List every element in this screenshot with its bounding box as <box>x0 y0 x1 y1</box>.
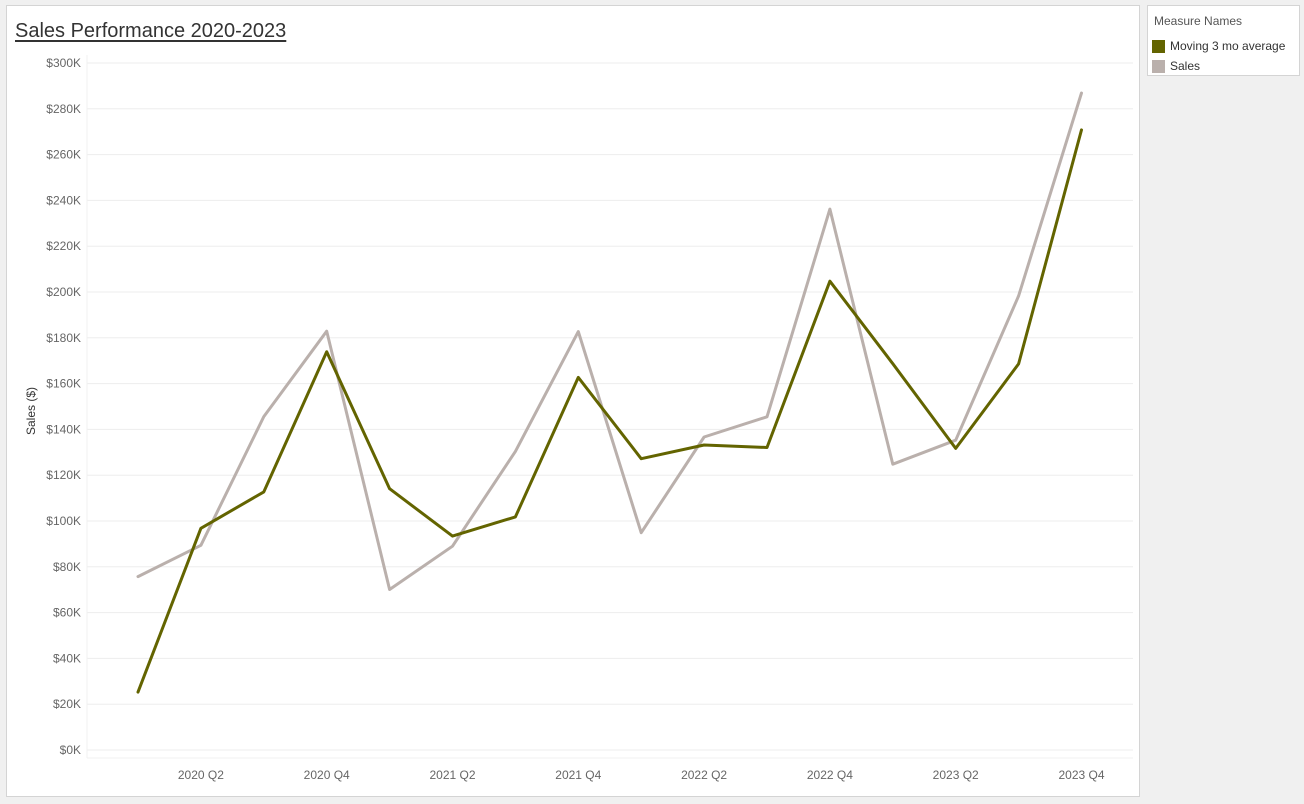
data-point-moving-3-mo-average[interactable] <box>1077 125 1087 135</box>
data-point-moving-3-mo-average[interactable] <box>510 512 520 522</box>
y-tick-label: $280K <box>46 102 81 116</box>
data-point-sales[interactable] <box>762 412 772 422</box>
data-point-sales[interactable] <box>573 327 583 337</box>
legend-item-sales[interactable]: Sales <box>1152 58 1298 76</box>
data-point-sales[interactable] <box>636 528 646 538</box>
data-point-moving-3-mo-average[interactable] <box>448 531 458 541</box>
legend-title: Measure Names <box>1154 14 1243 28</box>
data-point-moving-3-mo-average[interactable] <box>259 487 269 497</box>
legend-swatch-sales <box>1152 60 1165 73</box>
data-point-moving-3-mo-average[interactable] <box>573 372 583 382</box>
series-line-sales[interactable] <box>136 91 1083 591</box>
legend-swatch-moving-average <box>1152 40 1165 53</box>
y-tick-label: $220K <box>46 239 81 253</box>
data-point-sales[interactable] <box>259 412 269 422</box>
data-point-moving-3-mo-average[interactable] <box>699 440 709 450</box>
y-tick-label: $160K <box>46 377 81 391</box>
data-point-sales[interactable] <box>510 446 520 456</box>
data-point-moving-3-mo-average[interactable] <box>636 454 646 464</box>
legend-label-moving-average: Moving 3 mo average <box>1170 39 1286 53</box>
data-point-moving-3-mo-average[interactable] <box>1014 359 1024 369</box>
chart-title[interactable]: Sales Performance 2020-2023 <box>15 20 287 42</box>
legend: Measure Names Moving 3 mo average Sales <box>1147 5 1300 76</box>
y-tick-label: $80K <box>53 560 81 574</box>
gridlines <box>87 62 1133 751</box>
y-tick-label: $180K <box>46 331 81 345</box>
legend-label-sales: Sales <box>1170 59 1201 73</box>
data-point-moving-3-mo-average[interactable] <box>322 347 332 357</box>
data-point-moving-3-mo-average[interactable] <box>951 443 961 453</box>
y-tick-label: $260K <box>46 148 81 162</box>
y-tick-label: $40K <box>53 651 81 665</box>
data-point-moving-3-mo-average[interactable] <box>825 276 835 286</box>
data-point-moving-3-mo-average[interactable] <box>196 523 206 533</box>
x-tick-label: 2020 Q2 <box>178 768 224 782</box>
line-chart: Sales ($) $0K $20K $40K $60K $80K $100K $120K $… <box>24 55 1133 782</box>
x-tick-label: 2023 Q2 <box>933 768 979 782</box>
data-point-sales[interactable] <box>322 326 332 336</box>
axes: Sales ($) $0K $20K $40K $60K $80K $100K $120K $… <box>24 55 1133 782</box>
data-point-moving-3-mo-average[interactable] <box>888 359 898 369</box>
chart-panel: Sales Performance 2020-2023 Sales ($) $0… <box>6 5 1140 797</box>
data-point-sales[interactable] <box>448 541 458 551</box>
legend-item-moving-average[interactable]: Moving 3 mo average <box>1152 38 1298 56</box>
y-tick-label: $120K <box>46 468 81 482</box>
x-tick-label: 2021 Q2 <box>429 768 475 782</box>
data-point-moving-3-mo-average[interactable] <box>385 484 395 494</box>
x-tick-label: 2022 Q2 <box>681 768 727 782</box>
data-point-sales[interactable] <box>825 204 835 214</box>
data-point-moving-3-mo-average[interactable] <box>133 687 143 697</box>
data-point-sales[interactable] <box>196 540 206 550</box>
data-point-sales[interactable] <box>1014 291 1024 301</box>
y-tick-label: $240K <box>46 193 81 207</box>
x-tick-label: 2020 Q4 <box>304 768 350 782</box>
data-point-moving-3-mo-average[interactable] <box>762 442 772 452</box>
series-lines[interactable] <box>133 88 1087 697</box>
data-point-sales[interactable] <box>1077 88 1087 98</box>
y-tick-label: $300K <box>46 56 81 70</box>
x-tick-label: 2021 Q4 <box>555 768 601 782</box>
x-tick-label: 2022 Q4 <box>807 768 853 782</box>
y-tick-label: $20K <box>53 697 81 711</box>
data-point-sales[interactable] <box>385 584 395 594</box>
y-tick-label: $0K <box>60 743 81 757</box>
y-axis-label: Sales ($) <box>24 387 38 435</box>
y-tick-label: $60K <box>53 606 81 620</box>
y-tick-label: $100K <box>46 514 81 528</box>
series-line-moving-3-mo-average[interactable] <box>136 128 1083 694</box>
y-tick-label: $200K <box>46 285 81 299</box>
data-point-sales[interactable] <box>888 459 898 469</box>
y-tick-label: $140K <box>46 422 81 436</box>
data-point-sales[interactable] <box>133 572 143 582</box>
x-tick-label: 2023 Q4 <box>1058 768 1104 782</box>
